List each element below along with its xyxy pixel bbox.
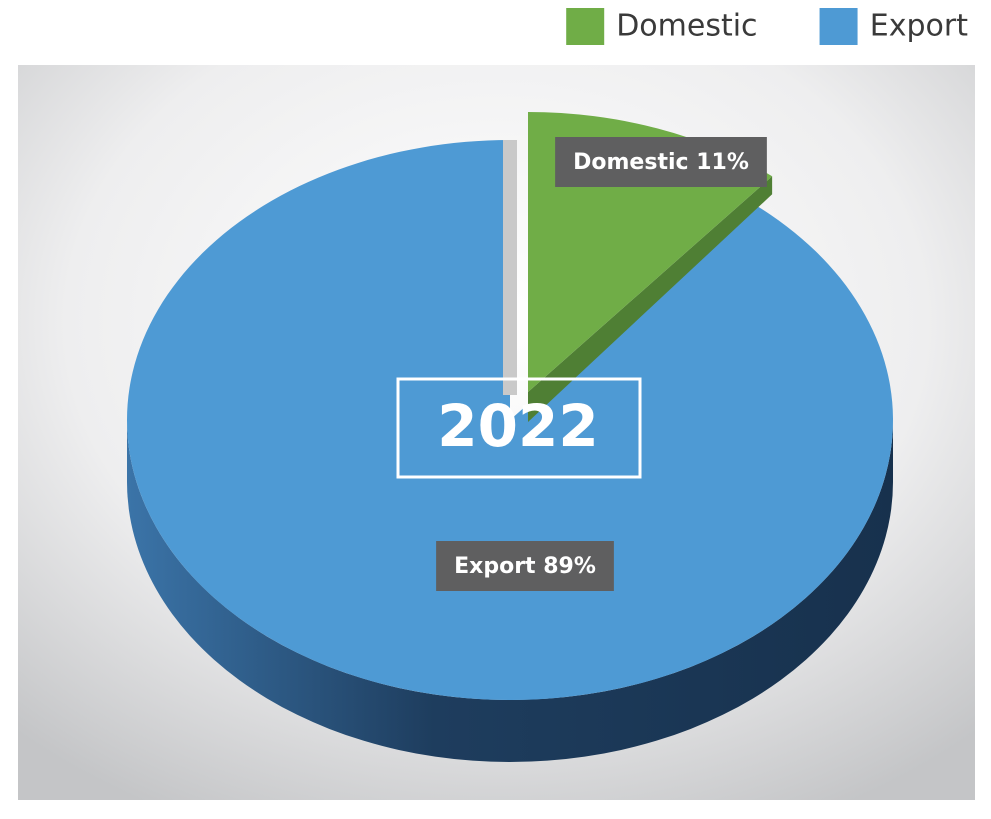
slice-side [127,420,893,762]
title-box [396,377,642,479]
pie-slice [126,140,894,762]
legend-label: Domestic [616,9,757,44]
legend-swatch [566,8,605,45]
data-label-text: Export 89% [454,554,596,579]
chart-title: 2022 [437,392,598,460]
data-label-box [436,541,614,591]
legend-swatch [819,8,858,45]
slice-top [126,140,894,700]
data-label: Export 89% [436,541,614,591]
data-label: Domestic 11% [555,137,767,187]
data-label-box [555,137,767,187]
slice-edge [528,176,773,422]
legend-label: Export [870,9,968,44]
data-label-text: Domestic 11% [573,150,749,175]
